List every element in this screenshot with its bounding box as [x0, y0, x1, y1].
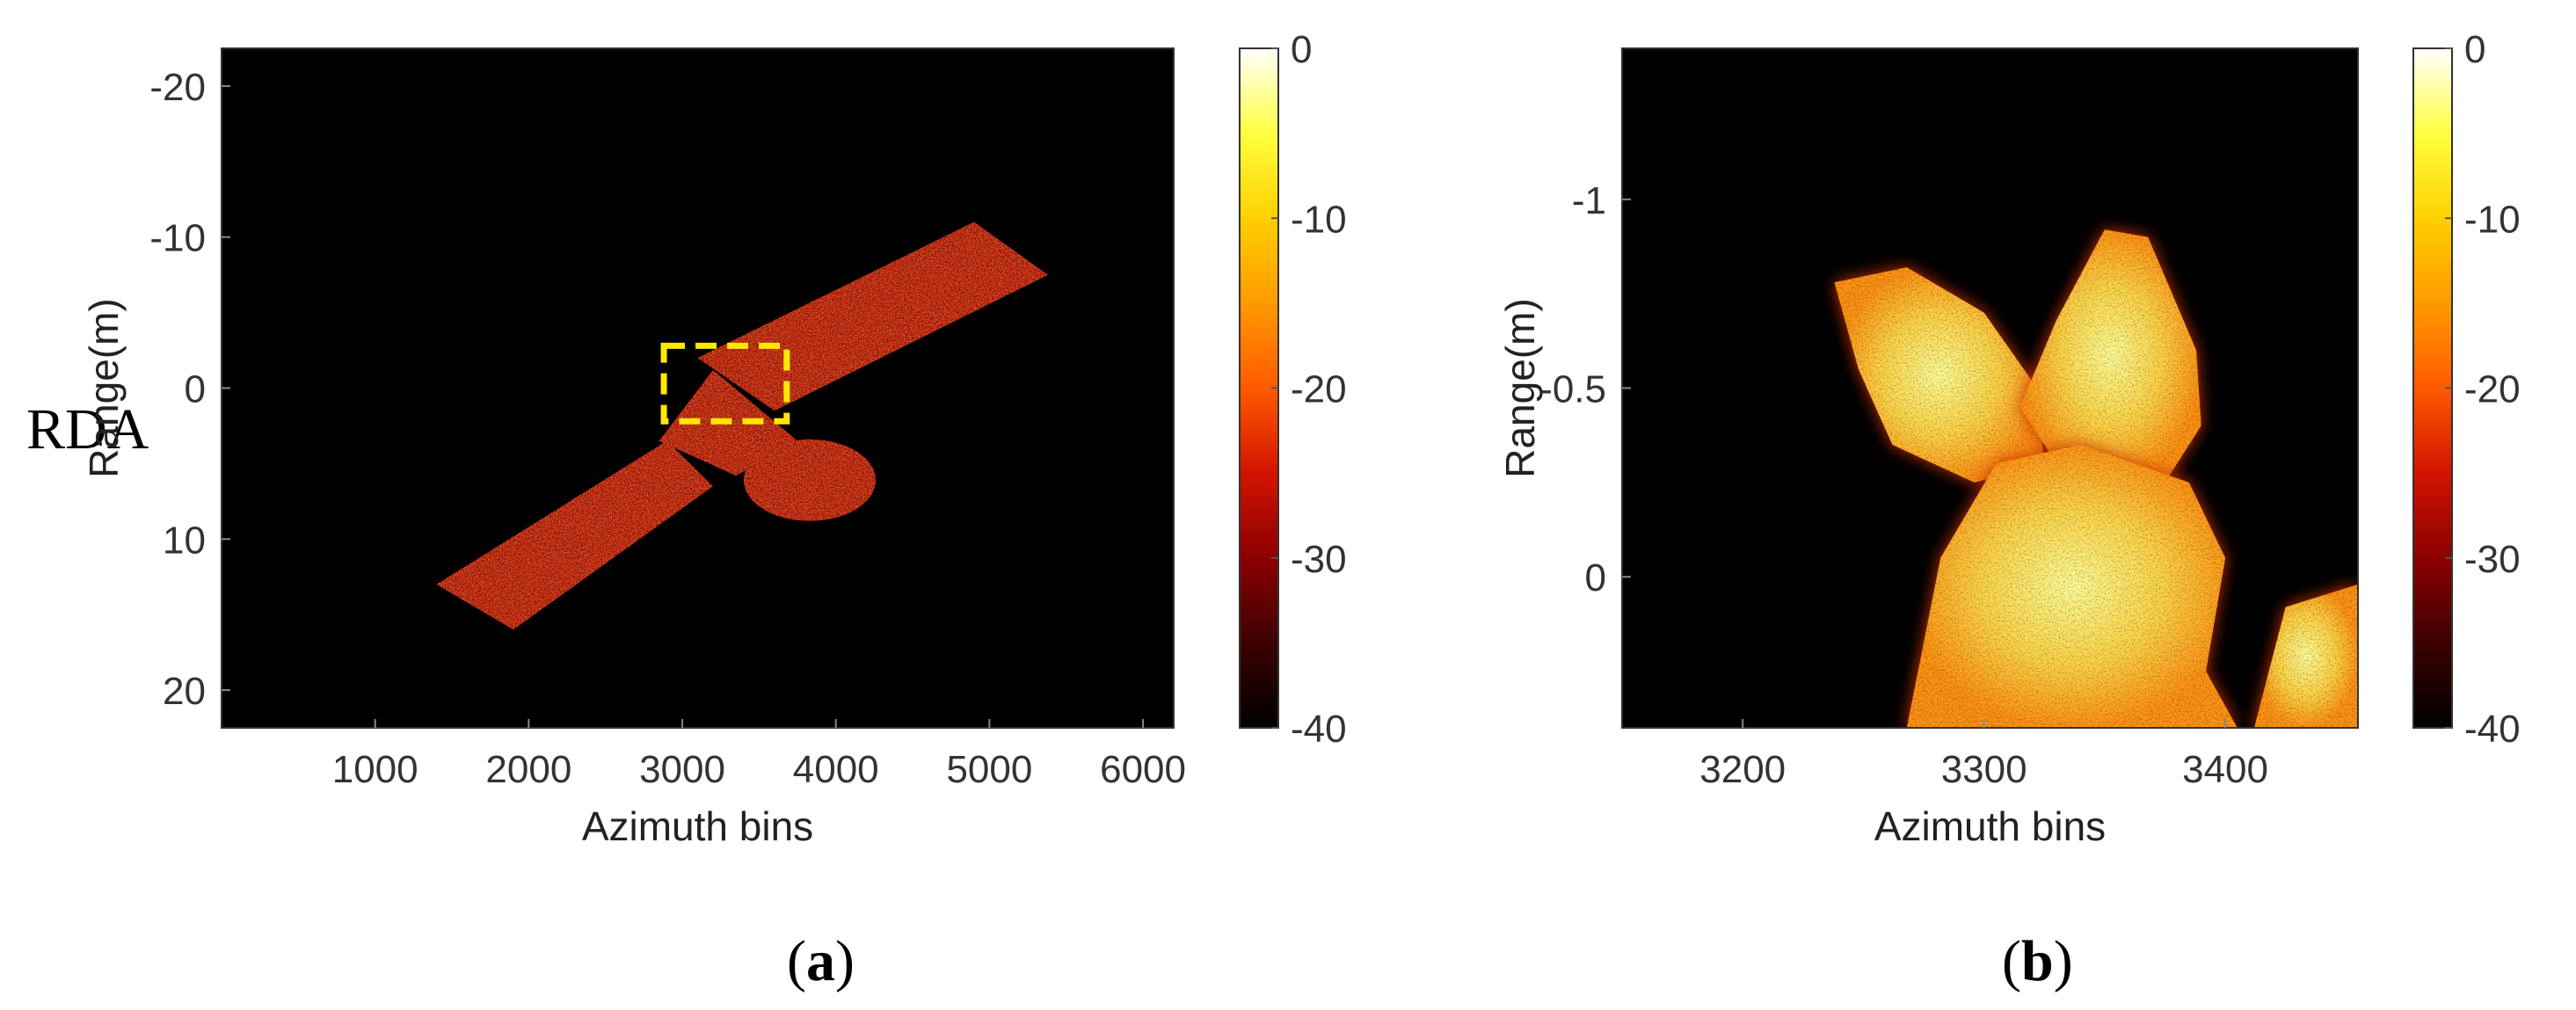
caption-b-letter: b: [2021, 929, 2054, 993]
annotations-a: [660, 342, 790, 425]
colorbar-label-b: -10: [2464, 198, 2521, 241]
colorbar-label-b: -40: [2464, 708, 2521, 751]
colorbar-label-a: -40: [1291, 708, 1347, 751]
ylabel-b: Range(m): [1497, 298, 1543, 478]
svg-text:(b): (b): [2002, 929, 2073, 993]
ylabel-a: Range(m): [81, 298, 127, 478]
caption-a: (a): [787, 929, 855, 993]
xtick-label-a: 6000: [1100, 748, 1186, 791]
panel-b: 3200 3300 3400 -1 -0.5 0 Azimuth bins Range(m…: [1497, 28, 2521, 849]
ytick-label-b: 0: [1585, 556, 1606, 599]
ticks-a: 1000 2000 3000 4000 5000 6000 -20 -10 0 10 20: [149, 66, 1186, 791]
caption-b: (b): [2002, 929, 2073, 993]
xtick-label-a: 1000: [332, 748, 418, 791]
panel-a: 1000 2000 3000 4000 5000 6000 -20 -10 0 10 20 Azim…: [81, 28, 1347, 849]
xtick-label-a: 2000: [485, 748, 571, 791]
colorbar-label-b: -20: [2464, 368, 2521, 411]
xlabel-a: Azimuth bins: [582, 803, 813, 849]
svg-text:(a): (a): [787, 929, 855, 993]
ytick-label-b: -0.5: [1539, 368, 1606, 411]
row-label: RDA: [26, 397, 149, 461]
xtick-label-b: 3200: [1699, 748, 1786, 791]
xtick-label-a: 4000: [793, 748, 879, 791]
target-a: [436, 222, 1048, 630]
target-b: [1834, 229, 2358, 728]
xtick-label-b: 3400: [2182, 748, 2268, 791]
xtick-label-a: 5000: [946, 748, 1032, 791]
ytick-label-b: -1: [1572, 179, 1606, 222]
colorbar-label-a: -30: [1291, 538, 1347, 581]
xtick-label-a: 3000: [639, 748, 725, 791]
colorbar-b: 0 -10 -20 -30 -40: [2412, 28, 2521, 751]
ytick-label-a: 10: [163, 519, 206, 562]
colorbar-label-a: -10: [1291, 198, 1347, 241]
colorbar-label-b: 0: [2464, 28, 2485, 71]
xlabel-b: Azimuth bins: [1874, 803, 2106, 849]
ytick-label-a: -20: [149, 66, 206, 109]
ytick-label-a: -10: [149, 217, 206, 260]
ytick-label-a: 20: [163, 670, 206, 713]
xtick-label-b: 3300: [1941, 748, 2027, 791]
plot-area-a: [222, 48, 1174, 728]
colorbar-a: 0 -10 -20 -30 -40: [1239, 28, 1347, 751]
caption-a-letter: a: [806, 929, 835, 993]
ticks-b: 3200 3300 3400 -1 -0.5 0: [1539, 179, 2268, 791]
ytick-label-a: 0: [185, 368, 206, 411]
zoom-box: [660, 342, 790, 425]
colorbar-label-a: -20: [1291, 368, 1347, 411]
colorbar-label-a: 0: [1291, 28, 1312, 71]
colorbar-label-b: -30: [2464, 538, 2521, 581]
